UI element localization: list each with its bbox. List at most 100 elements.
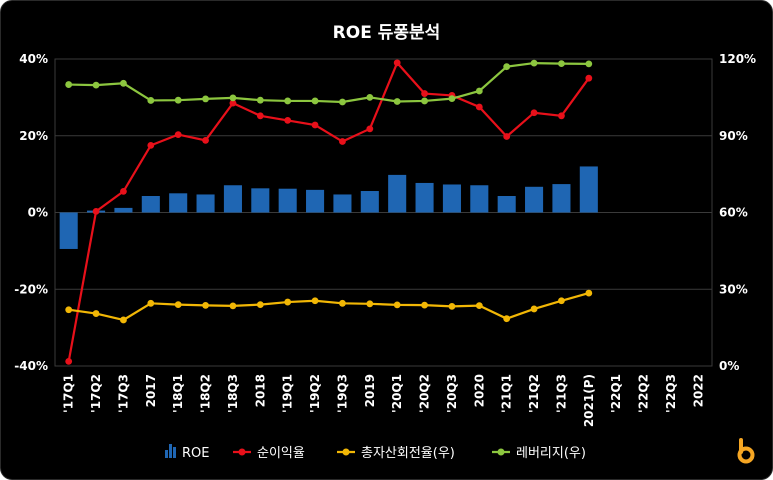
x-tick-label: '18Q2	[199, 374, 213, 413]
series-point	[92, 310, 100, 317]
plot-area-border	[54, 58, 713, 367]
roe-bar	[278, 188, 297, 213]
roe-bar	[442, 184, 461, 213]
x-tick-label: '20Q1	[390, 374, 404, 413]
legend-marker-icon	[238, 448, 246, 456]
legend-bar-icon	[165, 450, 168, 458]
series-point	[558, 112, 565, 120]
roe-bar	[497, 195, 516, 213]
y-right-tick-label: 60%	[719, 206, 748, 220]
series-point	[284, 97, 292, 105]
x-tick-label: '22Q2	[637, 374, 651, 413]
series-point	[558, 297, 565, 305]
x-tick-label: 2022	[691, 374, 705, 407]
series-point	[92, 81, 100, 89]
x-tick-label: 2019	[363, 374, 377, 407]
series-point	[92, 207, 100, 215]
series-point	[311, 121, 319, 129]
y-left-tick-label: -40%	[14, 359, 48, 373]
series-point	[530, 305, 538, 313]
series-line	[68, 61, 589, 104]
brand-logo-icon	[737, 438, 755, 464]
series-point	[421, 301, 428, 309]
legend-bar-icon	[169, 444, 172, 458]
roe-bar	[333, 194, 352, 213]
series-point	[202, 136, 209, 144]
x-tick-label: '17Q3	[116, 374, 130, 413]
x-tick-label: '21Q2	[527, 374, 541, 413]
series-point	[475, 103, 483, 111]
series-point	[284, 298, 292, 306]
y-left-tick-label: 40%	[19, 52, 48, 66]
series-point	[503, 315, 511, 323]
roe-bar	[415, 182, 434, 213]
x-tick-label: '21Q1	[500, 374, 514, 413]
series-point	[120, 79, 127, 87]
y-left-tick-label: -20%	[14, 282, 48, 296]
roe-bar	[114, 207, 133, 213]
y-right-tick-label: 90%	[719, 129, 748, 143]
series-point	[174, 96, 182, 104]
series-point	[339, 98, 346, 106]
series-point	[393, 98, 401, 105]
series-point	[202, 95, 209, 103]
series-line	[68, 292, 590, 322]
series-point	[503, 133, 511, 140]
roe-bar	[470, 185, 489, 213]
y-left-tick-label: 20%	[19, 129, 48, 143]
series-point	[174, 131, 182, 138]
series-point	[448, 95, 456, 103]
x-tick-label: '17Q2	[89, 374, 103, 413]
series-point	[120, 187, 127, 195]
series-point	[475, 87, 483, 95]
series-point	[311, 97, 319, 105]
series-point	[421, 90, 428, 97]
series-point	[120, 316, 127, 324]
series-point	[585, 60, 593, 68]
series-point	[585, 289, 593, 297]
series-point	[585, 74, 593, 82]
series-point	[284, 117, 292, 124]
roe-bar	[360, 191, 379, 213]
series-point	[393, 301, 401, 309]
series-point	[65, 357, 73, 365]
series-point	[65, 81, 73, 88]
legend-label: 총자산회전율(우)	[361, 446, 455, 461]
x-tick-label: '19Q3	[335, 374, 349, 413]
series-point	[229, 302, 237, 310]
roe-bar	[306, 189, 325, 213]
series-point	[448, 302, 456, 310]
series-point	[256, 301, 264, 308]
series-point	[202, 301, 209, 309]
y-right-tick-label: 30%	[719, 282, 748, 296]
series-point	[147, 141, 155, 149]
roe-bar	[223, 185, 242, 213]
x-tick-label: '20Q2	[418, 374, 432, 413]
series-point	[65, 306, 73, 314]
series-point	[366, 125, 374, 133]
roe-bar	[196, 194, 215, 213]
roe-bar	[388, 174, 407, 213]
chart-title: ROE 듀퐁분석	[332, 23, 441, 43]
series-point	[421, 97, 428, 105]
roe-bar	[141, 195, 160, 213]
x-tick-label: '18Q3	[226, 374, 240, 413]
legend-label: 레버리지(우)	[516, 446, 586, 461]
series-point	[339, 299, 346, 307]
legend-label: 순이익율	[257, 446, 305, 461]
series-line	[67, 60, 590, 362]
legend-marker-icon	[342, 448, 350, 456]
series-point	[339, 138, 346, 145]
x-tick-label: '18Q1	[171, 374, 185, 413]
series-point	[229, 94, 237, 102]
x-tick-label: '22Q1	[609, 374, 623, 413]
x-tick-label: '19Q1	[281, 374, 295, 413]
series-point	[366, 93, 374, 101]
x-tick-label: '20Q3	[445, 374, 459, 413]
y-left-tick-label: 0%	[28, 206, 48, 220]
series-point	[366, 300, 374, 308]
x-tick-label: 2018	[253, 374, 267, 407]
roe-bar	[525, 186, 544, 213]
